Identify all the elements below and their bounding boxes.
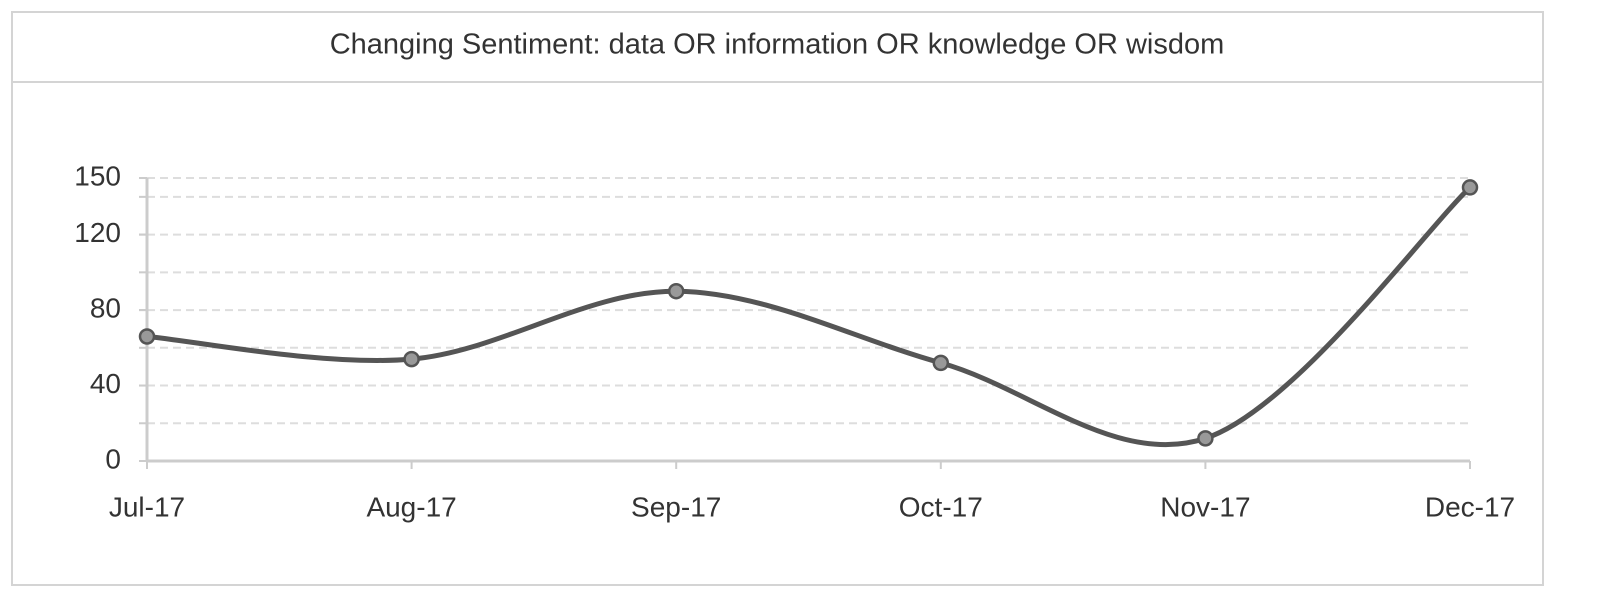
y-tick-label: 0 — [105, 443, 121, 474]
y-tick-label: 80 — [90, 292, 121, 323]
y-tick-label: 40 — [90, 368, 121, 399]
data-point — [1197, 430, 1214, 447]
x-tick-label: Oct-17 — [899, 491, 983, 522]
x-tick-label: Sep-17 — [631, 491, 721, 522]
data-point — [667, 282, 685, 300]
data-point — [1461, 179, 1479, 196]
x-tick-label: Nov-17 — [1160, 491, 1250, 522]
panel — [11, 11, 1544, 586]
x-tick-label: Aug-17 — [366, 491, 456, 522]
y-tick-label: 150 — [74, 160, 121, 191]
data-point — [932, 354, 950, 372]
data-point — [403, 350, 420, 368]
y-tick-label: 120 — [74, 217, 121, 248]
chart-title: Changing Sentiment: data OR information … — [330, 29, 1225, 61]
x-tick-label: Jul-17 — [109, 491, 185, 522]
data-point — [138, 328, 156, 345]
series-line — [146, 185, 1472, 448]
x-tick-label: Dec-17 — [1425, 491, 1515, 522]
